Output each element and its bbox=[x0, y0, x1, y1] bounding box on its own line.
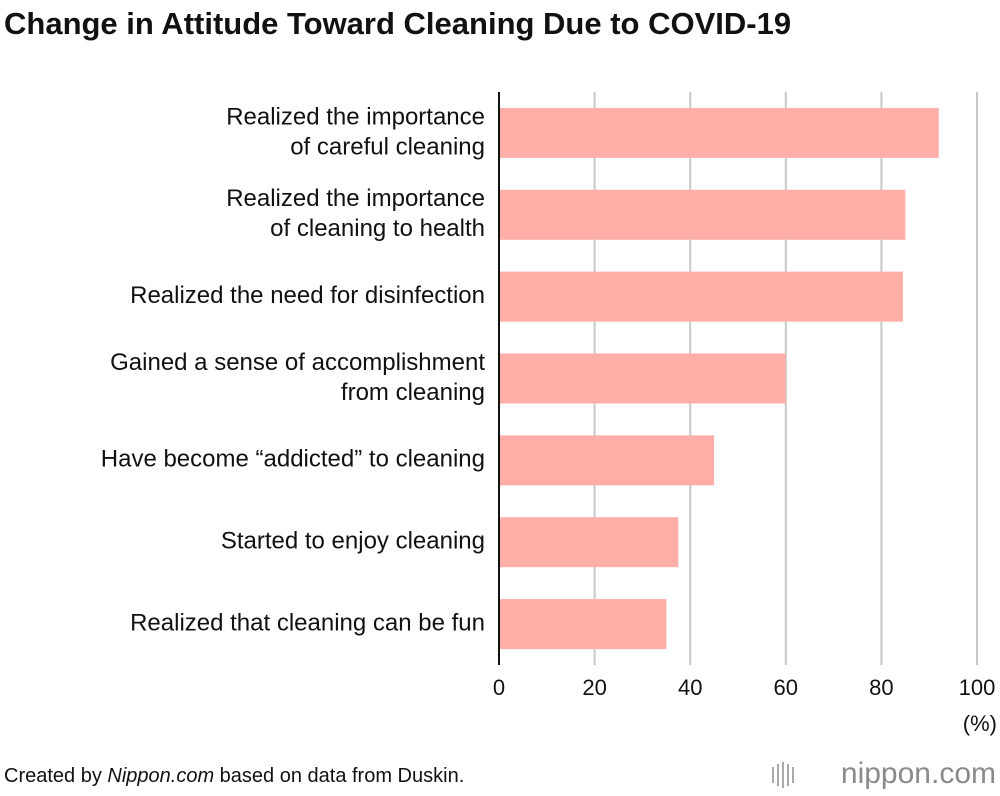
bar bbox=[499, 353, 786, 404]
x-tick-label: 80 bbox=[869, 675, 893, 700]
y-tick-label: Realized the importance bbox=[226, 185, 485, 212]
x-tick-label: 100 bbox=[959, 675, 996, 700]
y-tick-label: Have become “addicted” to cleaning bbox=[101, 446, 485, 473]
bar bbox=[499, 599, 667, 650]
bar bbox=[499, 271, 903, 322]
y-tick-label: Started to enjoy cleaning bbox=[221, 528, 485, 555]
x-tick-label: 60 bbox=[774, 675, 798, 700]
x-tick-label: 0 bbox=[493, 675, 505, 700]
y-tick-label: Realized the importance bbox=[226, 103, 485, 130]
y-tick-label: from cleaning bbox=[341, 379, 485, 406]
y-tick-label: Gained a sense of accomplishment bbox=[110, 349, 485, 376]
y-tick-label: of cleaning to health bbox=[270, 215, 485, 242]
x-tick-label: 20 bbox=[582, 675, 606, 700]
source-part: based on data from Duskin. bbox=[214, 765, 464, 787]
y-tick-label: Realized the need for disinfection bbox=[130, 282, 485, 309]
x-unit: (%) bbox=[963, 711, 997, 736]
bar bbox=[499, 517, 679, 568]
y-tick-label: Realized that cleaning can be fun bbox=[130, 609, 485, 636]
source-part: Created by bbox=[4, 765, 107, 787]
x-tick-label: 40 bbox=[678, 675, 702, 700]
source: Created by Nippon.com based on data from… bbox=[4, 765, 464, 787]
bar bbox=[499, 189, 906, 240]
chart-title: Change in Attitude Toward Cleaning Due t… bbox=[4, 6, 791, 41]
bar bbox=[499, 435, 715, 486]
logo-mark bbox=[772, 762, 794, 788]
source-part: Nippon.com bbox=[107, 765, 214, 787]
bar bbox=[499, 107, 939, 158]
logo: nippon.com bbox=[841, 757, 996, 790]
y-tick-label: of careful cleaning bbox=[290, 133, 485, 160]
